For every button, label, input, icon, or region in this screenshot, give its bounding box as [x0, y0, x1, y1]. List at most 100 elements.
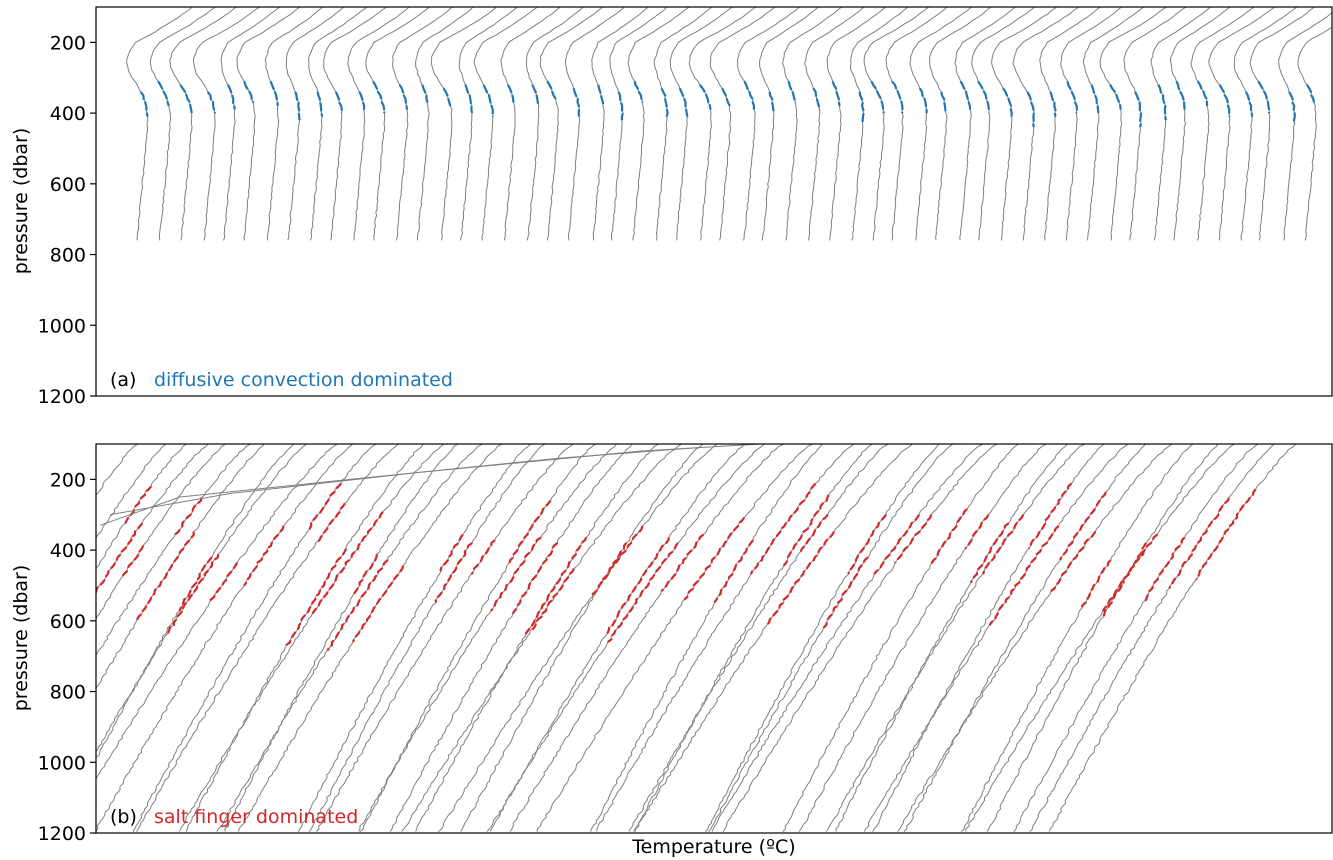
diffusive-convection-segment [157, 80, 170, 107]
temperature-profile [628, 444, 889, 832]
temperature-profile [1099, 7, 1167, 241]
temperature-profile [359, 444, 596, 832]
temperature-profile [711, 444, 984, 832]
temperature-profile [392, 7, 453, 241]
temperature-profile [705, 444, 940, 832]
diffusive-convection-segment [940, 91, 947, 114]
panel-b-axes-frame [95, 443, 1333, 834]
temperature-profile [96, 444, 307, 752]
salt-finger-segment [306, 482, 342, 533]
diffusive-convection-segment [179, 84, 193, 114]
temperature-profile [236, 7, 301, 241]
salt-finger-segment [529, 568, 575, 632]
diffusive-convection-segment [1196, 80, 1209, 107]
temperature-profile [220, 7, 281, 241]
panel-a-y-ticks: 200 400 600 800 1000 1200 [38, 32, 96, 408]
salt-finger-segment [470, 539, 496, 575]
salt-finger-segment [311, 511, 384, 615]
diffusive-convection-segment [1049, 91, 1057, 117]
diffusive-convection-segment [572, 88, 581, 117]
salt-finger-segment [964, 514, 990, 550]
diffusive-convection-segment [507, 84, 515, 103]
y-tick-label: 1200 [38, 823, 86, 845]
diffusive-convection-segment [269, 80, 279, 107]
salt-finger-segment [1050, 531, 1097, 592]
salt-finger-segment [25, 520, 78, 608]
diffusive-convection-segment [633, 81, 644, 103]
salt-finger-segment [1101, 533, 1159, 612]
salt-finger-segment [799, 513, 829, 552]
y-tick-label: 1000 [38, 752, 86, 774]
panel-a-profiles [126, 7, 1332, 241]
temperature-profile [596, 444, 855, 832]
diffusive-convection-segment [1090, 84, 1100, 114]
salt-finger-segment [1059, 491, 1107, 561]
diffusive-convection-segment [678, 87, 689, 117]
temperature-profile [1278, 12, 1332, 241]
diffusive-convection-segment [294, 91, 301, 121]
diffusive-convection-segment [1218, 84, 1231, 117]
panel-a-y-axis-label: pressure (dbar) [10, 128, 32, 275]
salt-finger-segment [352, 554, 379, 595]
temperature-profile [96, 444, 167, 539]
temperature-profile [358, 444, 617, 832]
diffusive-convection-segment [1002, 87, 1013, 117]
diffusive-convection-segment [464, 84, 474, 114]
salt-finger-segment [166, 554, 220, 634]
salt-finger-segment [1027, 482, 1073, 550]
panel-b-tag: (b) [110, 806, 137, 828]
salt-finger-segment [1080, 559, 1112, 609]
diffusive-convection-segment [870, 80, 885, 114]
salt-finger-segment [439, 533, 464, 572]
panel-a: 200 400 600 800 1000 1200 pressure (dbar) (a)… [10, 6, 1333, 408]
salt-finger-segment [1102, 542, 1147, 617]
temperature-profile [688, 7, 756, 241]
temperature-profile [897, 444, 1173, 832]
diffusive-convection-segment [597, 84, 604, 106]
panel-b: 200 400 600 800 1000 1200 pressure (dbar) (b)… [10, 443, 1333, 845]
salt-finger-segment [660, 533, 705, 592]
diffusive-convection-segment [531, 84, 540, 107]
temperature-profile [1029, 444, 1275, 832]
temperature-profile [323, 7, 387, 241]
diffusive-convection-segment [1157, 84, 1167, 121]
diffusive-convection-segment [858, 91, 865, 124]
diffusive-convection-segment [977, 80, 990, 110]
temperature-profile [872, 444, 1105, 832]
salt-finger-segment [208, 562, 239, 603]
diffusive-convection-segment [1109, 84, 1122, 110]
temperature-profile [458, 7, 518, 241]
temperature-profile [627, 7, 690, 241]
temperature-profile [486, 444, 766, 832]
temperature-profile [609, 7, 668, 241]
salt-finger-segment [713, 539, 754, 604]
salt-finger-segment [490, 536, 542, 612]
diffusive-convection-segment [831, 80, 841, 107]
temperature-profile [525, 7, 584, 241]
diffusive-convection-segment [1306, 84, 1316, 103]
temperature-profile [536, 444, 813, 832]
temperature-profile [401, 444, 682, 832]
panel-b-annotation: salt finger dominated [154, 806, 358, 828]
diffusive-convection-segment [1066, 81, 1079, 114]
diffusive-convection-segment [1175, 80, 1186, 110]
y-tick-label: 400 [50, 540, 86, 562]
temperature-profile [96, 444, 354, 832]
temperature-profile [307, 7, 368, 241]
diffusive-convection-segment [372, 80, 386, 114]
salt-finger-segment [607, 542, 679, 643]
temperature-profile [991, 7, 1058, 241]
diffusive-convection-segment [721, 87, 731, 107]
temperature-profile [460, 444, 704, 832]
salt-finger-segment [683, 516, 746, 601]
diffusive-convection-segment [768, 91, 775, 114]
temperature-profile [365, 7, 430, 241]
salt-finger-segment [765, 531, 835, 626]
x-axis-label: Temperature (ºC) [631, 836, 795, 858]
temperature-profile [437, 444, 718, 832]
temperature-profile [1233, 7, 1298, 241]
temperature-profile [804, 7, 865, 241]
temperature-profile [297, 444, 531, 832]
temperature-profile [500, 7, 561, 241]
